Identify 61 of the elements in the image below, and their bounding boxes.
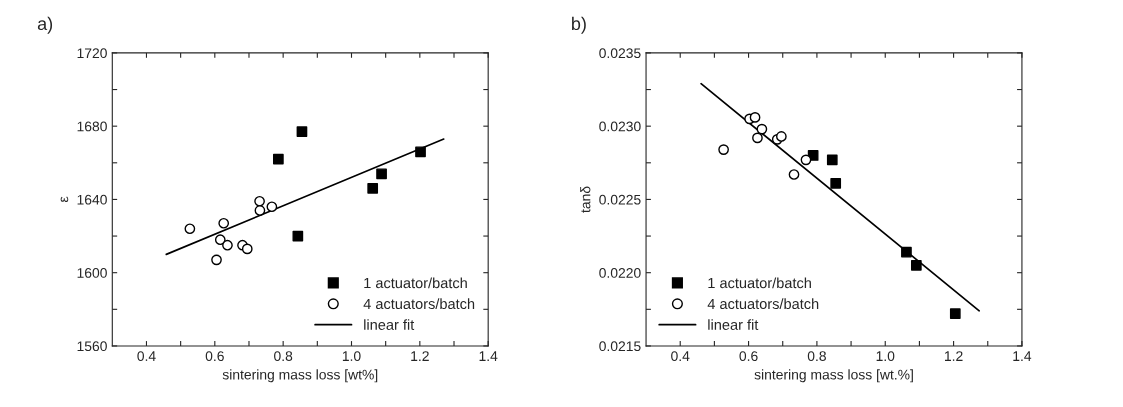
point bbox=[718, 144, 729, 155]
legend-label: 1 actuator/batch bbox=[708, 277, 811, 289]
point bbox=[415, 146, 426, 158]
x-tick-label: 1.0 bbox=[876, 351, 895, 362]
point bbox=[776, 131, 787, 142]
point bbox=[910, 260, 922, 271]
point bbox=[184, 223, 196, 235]
point bbox=[830, 177, 842, 189]
point bbox=[752, 132, 763, 144]
y-tick-label: 1720 bbox=[77, 48, 107, 59]
y-tick-label: 0.0220 bbox=[599, 268, 641, 278]
legend-label: linear fit bbox=[364, 319, 415, 330]
legend-label: 4 actuators/batch bbox=[707, 298, 819, 310]
x-axis-title: sintering mass loss [wt.%] bbox=[754, 369, 913, 383]
x-tick-label: 1.4 bbox=[479, 351, 498, 361]
point bbox=[241, 243, 253, 255]
point bbox=[266, 201, 278, 213]
point bbox=[296, 126, 308, 138]
legend-label: 1 actuator/batch bbox=[364, 277, 467, 289]
x-tick-label: 0.4 bbox=[137, 351, 156, 362]
point bbox=[901, 246, 912, 258]
point bbox=[756, 123, 768, 135]
legend-label: linear fit bbox=[708, 319, 759, 330]
x-tick-label: 0.4 bbox=[671, 351, 690, 362]
x-tick-label: 0.8 bbox=[807, 351, 826, 362]
point bbox=[749, 112, 761, 123]
point bbox=[949, 308, 961, 320]
point bbox=[376, 168, 387, 180]
point bbox=[800, 154, 812, 166]
chart-title: b) bbox=[572, 16, 586, 34]
point bbox=[211, 254, 222, 266]
x-tick-label: 1.2 bbox=[944, 351, 963, 361]
point bbox=[254, 195, 265, 207]
y-tick-label: 0.0230 bbox=[599, 121, 641, 132]
x-tick-label: 0.6 bbox=[205, 351, 224, 362]
y-tick-label: 0.0235 bbox=[599, 48, 641, 59]
point bbox=[273, 153, 284, 165]
y-tick-label: 1560 bbox=[77, 341, 107, 352]
y-tick-label: 1600 bbox=[77, 268, 107, 278]
y-tick-label: 1680 bbox=[77, 121, 107, 132]
x-tick-label: 0.8 bbox=[274, 351, 293, 362]
point bbox=[254, 205, 266, 216]
legend-label: 4 actuators/batch bbox=[363, 298, 475, 310]
x-tick-label: 1.2 bbox=[411, 351, 429, 361]
x-tick-label: 0.6 bbox=[739, 351, 758, 362]
point bbox=[826, 154, 838, 166]
point bbox=[292, 230, 304, 242]
y-tick-label: 0.0225 bbox=[599, 194, 641, 205]
point bbox=[214, 234, 226, 246]
x-axis-title: sintering mass loss [wt%] bbox=[222, 369, 378, 383]
point bbox=[222, 239, 233, 251]
chart-title: a) bbox=[37, 16, 53, 34]
point bbox=[367, 183, 379, 194]
x-tick-label: 1.0 bbox=[342, 351, 361, 362]
y-tick-label: 1640 bbox=[77, 194, 107, 205]
point bbox=[218, 217, 230, 229]
y-axis-title: ε bbox=[60, 196, 69, 203]
point bbox=[788, 169, 800, 180]
y-tick-label: 0.0215 bbox=[599, 341, 641, 352]
x-tick-label: 1.4 bbox=[1013, 351, 1032, 361]
y-axis-title: tanδ bbox=[580, 186, 591, 213]
